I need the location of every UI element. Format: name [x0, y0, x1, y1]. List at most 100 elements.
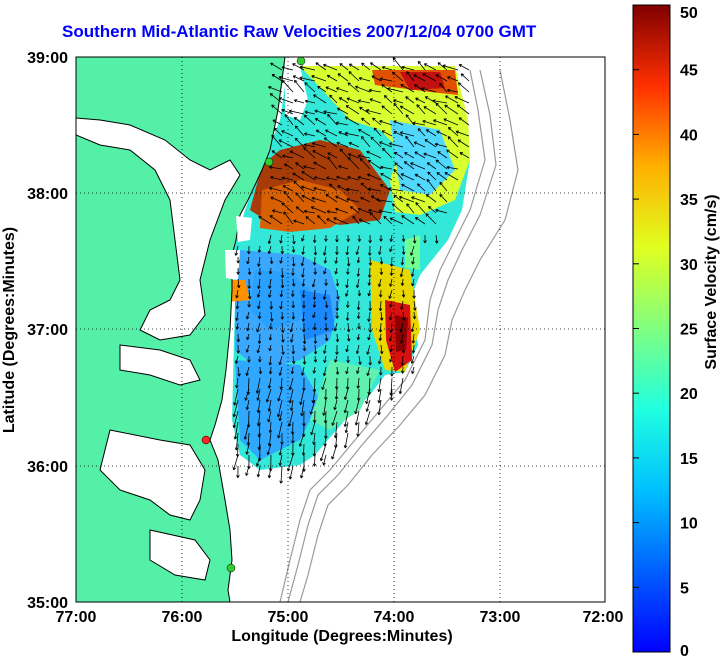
velocity-vector	[377, 388, 382, 404]
velocity-vector	[457, 82, 470, 93]
velocity-vector	[380, 165, 393, 170]
velocity-vector	[311, 142, 327, 148]
velocity-vector	[279, 377, 284, 390]
velocity-vector	[276, 399, 283, 418]
velocity-vector	[410, 162, 426, 170]
velocity-vector	[281, 130, 294, 137]
velocity-vector	[393, 194, 404, 203]
velocity-vector	[406, 71, 415, 82]
velocity-vector	[312, 289, 317, 300]
velocity-vector	[346, 234, 350, 242]
velocity-vector	[312, 150, 327, 159]
x-tick-label: 76:00	[162, 609, 203, 626]
velocity-vector	[356, 421, 360, 437]
velocity-vector	[333, 399, 338, 411]
velocity-vector	[343, 432, 349, 449]
velocity-vector	[278, 75, 294, 82]
colorbar-tick-label: 45	[680, 63, 698, 80]
velocity-vector	[322, 454, 327, 466]
velocity-vector	[336, 289, 340, 300]
velocity-vector	[356, 256, 361, 264]
velocity-vector	[388, 289, 393, 299]
velocity-vector	[344, 116, 360, 126]
velocity-vector	[269, 93, 283, 104]
velocity-vector	[443, 118, 459, 126]
velocity-vector	[413, 74, 426, 82]
velocity-vector	[329, 183, 338, 192]
velocity-vector	[355, 278, 360, 289]
velocity-vector	[271, 134, 283, 148]
velocity-vector	[368, 322, 373, 333]
velocity-vector	[312, 454, 317, 467]
velocity-vector	[291, 311, 296, 320]
velocity-vector	[256, 399, 261, 414]
colorbar-label: Surface Velocity (cm/s)	[703, 194, 720, 369]
velocity-vector	[379, 311, 384, 321]
velocity-vector	[326, 74, 338, 82]
velocity-vector	[380, 173, 393, 181]
velocity-vector	[398, 195, 415, 203]
velocity-vector	[379, 366, 383, 376]
velocity-vector	[279, 300, 283, 310]
velocity-vector	[368, 234, 372, 244]
velocity-vector	[232, 454, 239, 471]
velocity-vector	[256, 465, 261, 478]
colorbar-tick-label: 0	[680, 643, 689, 659]
colorbar-tick-label: 10	[680, 516, 698, 533]
velocity-vector	[412, 234, 417, 244]
velocity-vector	[323, 267, 327, 275]
velocity-vector	[367, 278, 372, 286]
velocity-vector	[245, 465, 250, 476]
velocity-vector	[291, 355, 296, 365]
velocity-vector	[269, 311, 274, 322]
velocity-vector	[317, 215, 327, 225]
velocity-vector	[301, 234, 305, 242]
velocity-vector	[334, 388, 339, 400]
velocity-vector	[310, 206, 327, 214]
velocity-vector	[246, 333, 250, 341]
velocity-vector	[337, 185, 349, 192]
velocity-vector	[334, 256, 338, 264]
colorbar-ticks: 0 5 10 15 20 25 30 35 40 45 50	[633, 4, 698, 659]
velocity-vector	[345, 278, 349, 288]
velocity-vector	[370, 195, 382, 203]
velocity-vector	[343, 399, 349, 414]
velocity-vector	[425, 194, 437, 203]
velocity-vector	[393, 102, 404, 115]
velocity-vector	[335, 300, 340, 312]
velocity-vector	[345, 366, 349, 375]
velocity-vector	[389, 344, 393, 353]
velocity-vector	[399, 322, 404, 333]
velocity-vector	[365, 109, 382, 115]
velocity-vector	[400, 355, 405, 366]
velocity-vector	[311, 74, 327, 82]
velocity-vector	[432, 99, 448, 104]
velocity-vector	[447, 126, 459, 137]
velocity-vector	[336, 107, 349, 115]
velocity-vector	[410, 245, 415, 256]
velocity-vector	[236, 344, 241, 354]
velocity-vector	[267, 377, 272, 389]
velocity-vector	[381, 84, 393, 93]
velocity-vector	[437, 151, 448, 159]
velocity-vector	[381, 105, 393, 115]
velocity-vector	[365, 388, 371, 405]
velocity-vector	[415, 202, 426, 214]
velocity-vector	[411, 256, 415, 265]
velocity-vector	[301, 245, 305, 255]
velocity-vector	[417, 60, 426, 71]
velocity-vector	[312, 366, 317, 374]
velocity-vector	[331, 443, 338, 460]
velocity-vector	[414, 173, 426, 181]
velocity-vector	[360, 136, 371, 148]
velocity-vector	[442, 64, 459, 71]
velocity-vector	[388, 142, 404, 148]
velocity-vector	[327, 156, 338, 170]
velocity-vector	[300, 256, 305, 267]
velocity-vector	[313, 333, 318, 344]
velocity-vector	[287, 410, 294, 427]
velocity-vector	[246, 322, 250, 332]
velocity-vector	[426, 178, 437, 192]
velocity-vector	[399, 267, 404, 278]
velocity-vector	[379, 141, 393, 148]
